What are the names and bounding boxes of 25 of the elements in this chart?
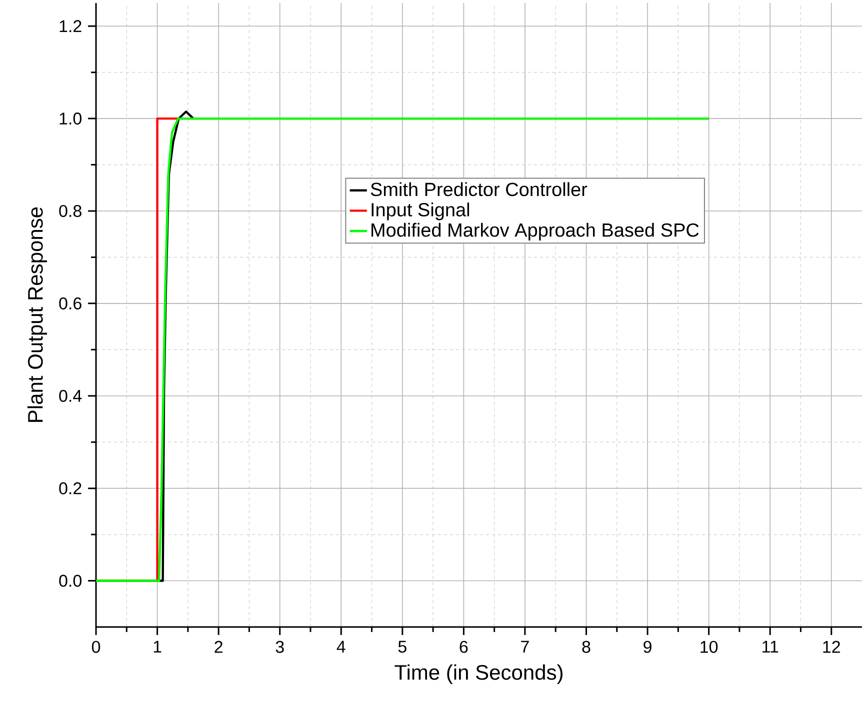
x-tick-label: 6 <box>460 640 468 653</box>
y-tick-label: 0.2 <box>59 482 82 494</box>
y-tick-label: 1.2 <box>60 20 82 32</box>
legend-label: Modified Markov Approach Based SPC <box>372 222 699 241</box>
x-tick-label: 4 <box>336 640 346 653</box>
y-tick-label: 0.4 <box>59 390 82 402</box>
x-tick-label: 9 <box>644 640 652 653</box>
y-tick-label: 1.0 <box>60 112 82 125</box>
x-tick-label: 11 <box>762 640 778 653</box>
x-axis-title: Time (in Seconds) <box>394 664 562 684</box>
legend-label: Smith Predictor Controller <box>370 182 588 196</box>
x-tick-label: 8 <box>582 640 590 653</box>
x-tick-label: 0 <box>92 640 100 653</box>
x-tick-label: 1 <box>154 640 162 653</box>
y-tick-label: 0.8 <box>59 204 82 218</box>
x-tick-label: 7 <box>521 640 529 653</box>
y-axis-title: Plant Output Response <box>27 207 47 422</box>
x-tick-label: 12 <box>823 640 840 653</box>
x-tick-label: 10 <box>700 640 718 653</box>
y-tick-label: 0.0 <box>59 574 82 587</box>
x-tick-label: 2 <box>214 640 222 653</box>
x-tick-label: 3 <box>276 640 284 653</box>
y-tick-label: 0.6 <box>59 297 82 310</box>
x-tick-label: 5 <box>398 640 406 653</box>
legend-label: Input Signal <box>372 202 470 220</box>
